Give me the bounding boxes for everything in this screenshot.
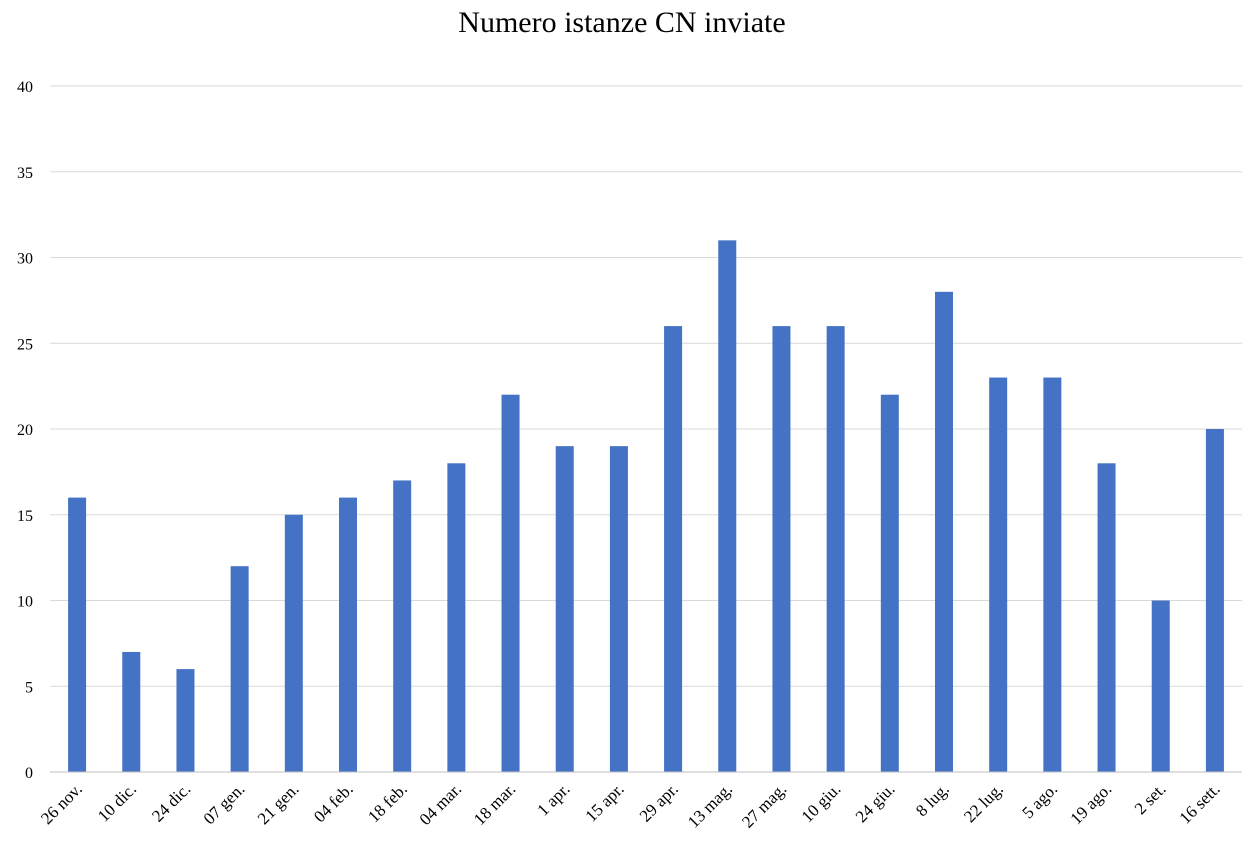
y-tick-label: 30 (17, 251, 33, 268)
x-tick-label: 26 nov. (37, 779, 86, 828)
x-tick-label: 16 sett. (1176, 779, 1224, 827)
x-tick-label: 24 dic. (148, 779, 194, 825)
bar-14 (826, 326, 845, 772)
x-tick-label: 5 ago. (1018, 779, 1061, 822)
y-tick-label: 25 (17, 336, 33, 353)
x-tick-label: 07 gen. (200, 779, 249, 828)
x-tick-label: 04 feb. (310, 779, 357, 826)
x-tick-label: 10 giu. (798, 779, 845, 826)
y-tick-label: 5 (25, 679, 33, 696)
bar-20 (1151, 600, 1170, 772)
x-tick-label: 22 lug. (960, 779, 1007, 826)
x-tick-label: 1 apr. (533, 779, 573, 819)
bar-7 (447, 463, 466, 772)
bar-0 (68, 497, 87, 772)
y-tick-label: 20 (17, 422, 33, 439)
x-tick-label: 04 mar. (416, 779, 465, 828)
bar-10 (609, 446, 628, 772)
bar-8 (501, 394, 520, 772)
gridlines (50, 85, 1242, 687)
x-tick-label: 13 mag. (684, 779, 736, 831)
bar-4 (284, 514, 303, 772)
bar-5 (339, 497, 357, 772)
y-tick-label: 35 (17, 165, 33, 182)
bar-21 (1205, 429, 1224, 772)
bar-9 (555, 446, 574, 772)
x-tick-label: 18 mar. (470, 779, 519, 828)
x-tick-label: 24 giu. (852, 779, 899, 826)
bar-16 (935, 291, 953, 772)
x-tick-label: 21 gen. (254, 779, 303, 828)
x-tick-label: 15 apr. (582, 779, 628, 825)
bar-12 (718, 240, 737, 773)
x-tick-label: 27 mag. (738, 779, 790, 831)
x-tick-label: 19 ago. (1067, 779, 1116, 828)
bar-2 (176, 669, 195, 772)
bars (68, 240, 1224, 773)
x-tick-label: 29 apr. (636, 779, 682, 825)
x-axis-tick-labels: 26 nov. 10 dic. 24 dic. 07 gen. 21 gen. 04 fe… (37, 779, 1224, 831)
bar-6 (393, 480, 412, 772)
y-axis-tick-labels: 0 5 10 15 20 25 30 35 40 (17, 79, 33, 782)
y-tick-label: 10 (17, 594, 33, 611)
x-tick-label: 2 set. (1131, 779, 1170, 818)
bar-19 (1097, 463, 1116, 772)
bar-15 (880, 394, 899, 772)
chart-title: Numero istanze CN inviate (458, 6, 786, 39)
bar-1 (122, 651, 141, 772)
x-tick-label: 8 lug. (912, 779, 953, 820)
y-tick-label: 0 (25, 765, 33, 782)
bar-13 (772, 326, 791, 772)
y-tick-label: 15 (17, 508, 33, 525)
bar-11 (664, 326, 683, 772)
y-tick-label: 40 (17, 79, 33, 96)
x-tick-label: 18 feb. (364, 779, 411, 826)
x-tick-label: 10 dic. (94, 779, 140, 825)
bar-3 (230, 566, 249, 772)
bar-18 (1043, 377, 1062, 772)
bar-17 (989, 377, 1008, 772)
